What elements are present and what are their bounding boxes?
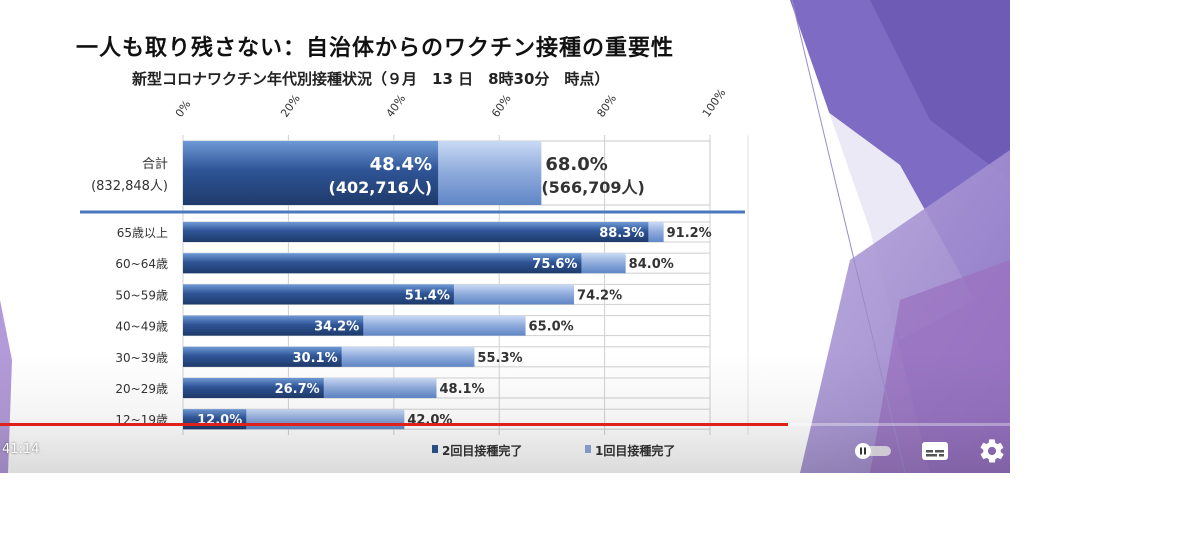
- bar-second-dose: [183, 284, 454, 305]
- total-sublabel: (832,848人): [91, 179, 168, 194]
- second-dose-value-label: 88.3%: [599, 226, 644, 241]
- subtitles-button[interactable]: [920, 440, 950, 462]
- category-label: 65歳以上: [117, 226, 168, 240]
- slide-title: 一人も取り残さない：自治体からのワクチン接種の重要性: [76, 36, 675, 61]
- video-player[interactable]: 一人も取り残さない：自治体からのワクチン接種の重要性 新型コロナワクチン年代別接…: [0, 0, 1010, 473]
- bar-second-dose: [183, 378, 324, 398]
- legend-label-first-dose: 1回目接種完了: [595, 443, 675, 458]
- total-second-dose-label: 48.4%: [370, 154, 432, 175]
- total-first-dose-count: (566,709人): [541, 178, 645, 197]
- first-dose-value-label: 55.3%: [477, 351, 522, 366]
- x-tick-label: 40%: [384, 92, 409, 119]
- category-label: 20~29歳: [115, 382, 168, 396]
- second-dose-value-label: 34.2%: [314, 320, 359, 335]
- category-label: 50~59歳: [115, 288, 168, 302]
- x-tick-label: 100%: [700, 86, 729, 119]
- bar-second-dose: [183, 222, 649, 242]
- total-second-dose-count: (402,716人): [329, 178, 433, 197]
- legend-label-second-dose: 2回目接種完了: [442, 443, 522, 458]
- time-display: 41:14: [2, 442, 40, 457]
- second-dose-value-label: 75.6%: [532, 257, 577, 272]
- total-label: 合計: [142, 156, 168, 172]
- first-dose-value-label: 48.1%: [439, 382, 484, 397]
- decor-shape: [870, 0, 1010, 180]
- x-tick-label: 20%: [278, 92, 303, 119]
- progress-played: [0, 423, 788, 426]
- gear-icon: [980, 439, 1004, 463]
- second-dose-value-label: 26.7%: [275, 382, 320, 397]
- first-dose-value-label: 74.2%: [577, 288, 622, 303]
- decor-shape: [870, 260, 1010, 473]
- decor-line: [791, 0, 906, 473]
- legend-swatch-first-dose: [585, 445, 591, 453]
- category-label: 30~39歳: [115, 351, 168, 365]
- x-tick-label: 80%: [594, 92, 619, 119]
- x-tick-label: 60%: [489, 92, 514, 119]
- settings-button[interactable]: [978, 437, 1006, 465]
- category-label: 40~49歳: [115, 320, 168, 334]
- first-dose-value-label: 91.2%: [667, 226, 712, 241]
- total-first-dose-label: 68.0%: [545, 154, 607, 175]
- chart-title: 新型コロナワクチン年代別接種状況（９月 13 日 8時30分 時点）: [132, 70, 609, 88]
- bar-second-dose: [183, 253, 582, 274]
- subtitles-icon: [922, 442, 948, 460]
- legend-swatch-second-dose: [432, 445, 438, 453]
- decor-shape: [0, 300, 12, 473]
- bar-second-dose: [183, 346, 342, 367]
- slide-background: [0, 0, 1010, 473]
- second-dose-value-label: 51.4%: [405, 288, 450, 303]
- autoplay-toggle-icon: [855, 443, 891, 459]
- autoplay-toggle[interactable]: [853, 442, 893, 460]
- bar-second-dose: [183, 315, 364, 336]
- category-label: 60~64歳: [115, 257, 168, 271]
- total-bar-second-dose: [183, 141, 439, 205]
- second-dose-value-label: 30.1%: [293, 351, 338, 366]
- first-dose-value-label: 84.0%: [629, 257, 674, 272]
- x-tick-label: 0%: [173, 98, 194, 120]
- first-dose-value-label: 65.0%: [529, 320, 574, 335]
- controls-gradient: [0, 353, 1010, 473]
